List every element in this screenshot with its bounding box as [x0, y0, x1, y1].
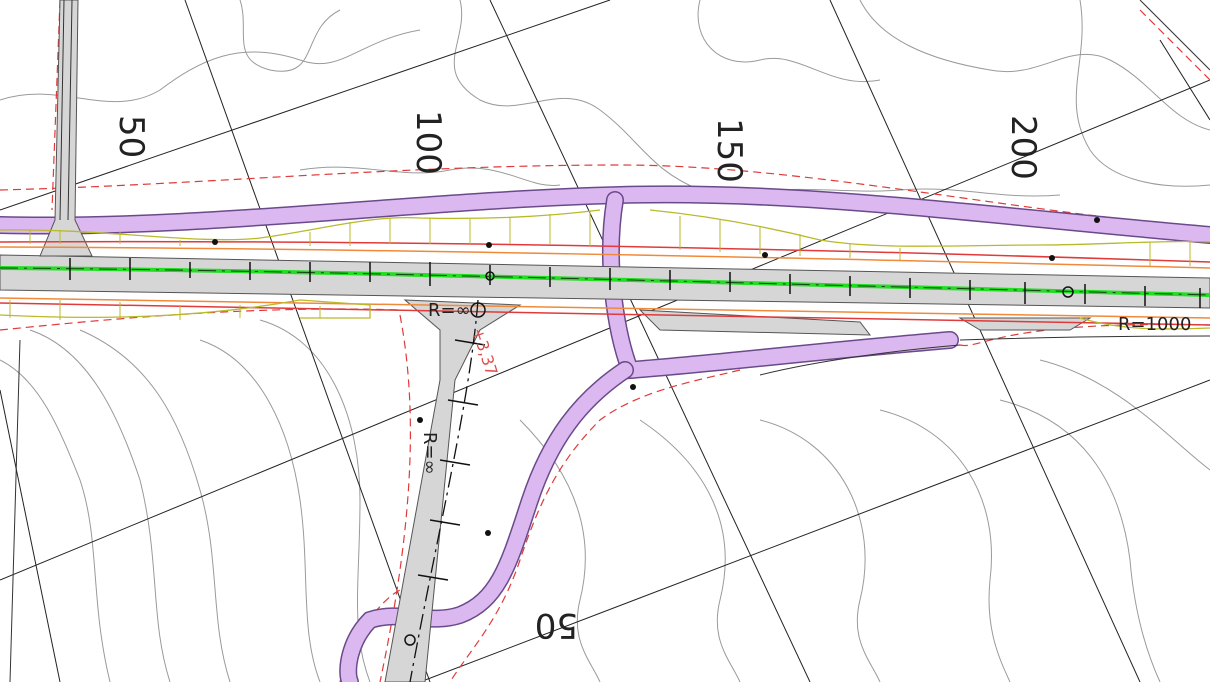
side-road-centerline	[404, 299, 486, 682]
station-label-100: 100	[408, 110, 448, 175]
fence-lines	[9, 0, 1210, 682]
radius-label-main-right: R=1000	[1118, 314, 1191, 335]
station-label-200: 200	[1003, 115, 1043, 180]
radius-label-side-road: R=∞	[419, 432, 440, 475]
junction-marker	[470, 302, 486, 318]
survey-points	[212, 217, 1100, 536]
station-label-150: 150	[709, 118, 749, 183]
station-label-50: 50	[111, 115, 151, 158]
main-road-tangent-point	[1062, 286, 1074, 298]
station-labels: 50 100 150 200 50	[111, 110, 1043, 645]
slope-hatching	[0, 209, 1210, 330]
side-road-station-label: 50	[535, 605, 578, 645]
radius-label-main-crossing: R=∞	[428, 300, 471, 321]
main-road-point	[485, 271, 495, 281]
side-road-point	[404, 634, 416, 646]
main-road-centerline	[0, 258, 1210, 308]
